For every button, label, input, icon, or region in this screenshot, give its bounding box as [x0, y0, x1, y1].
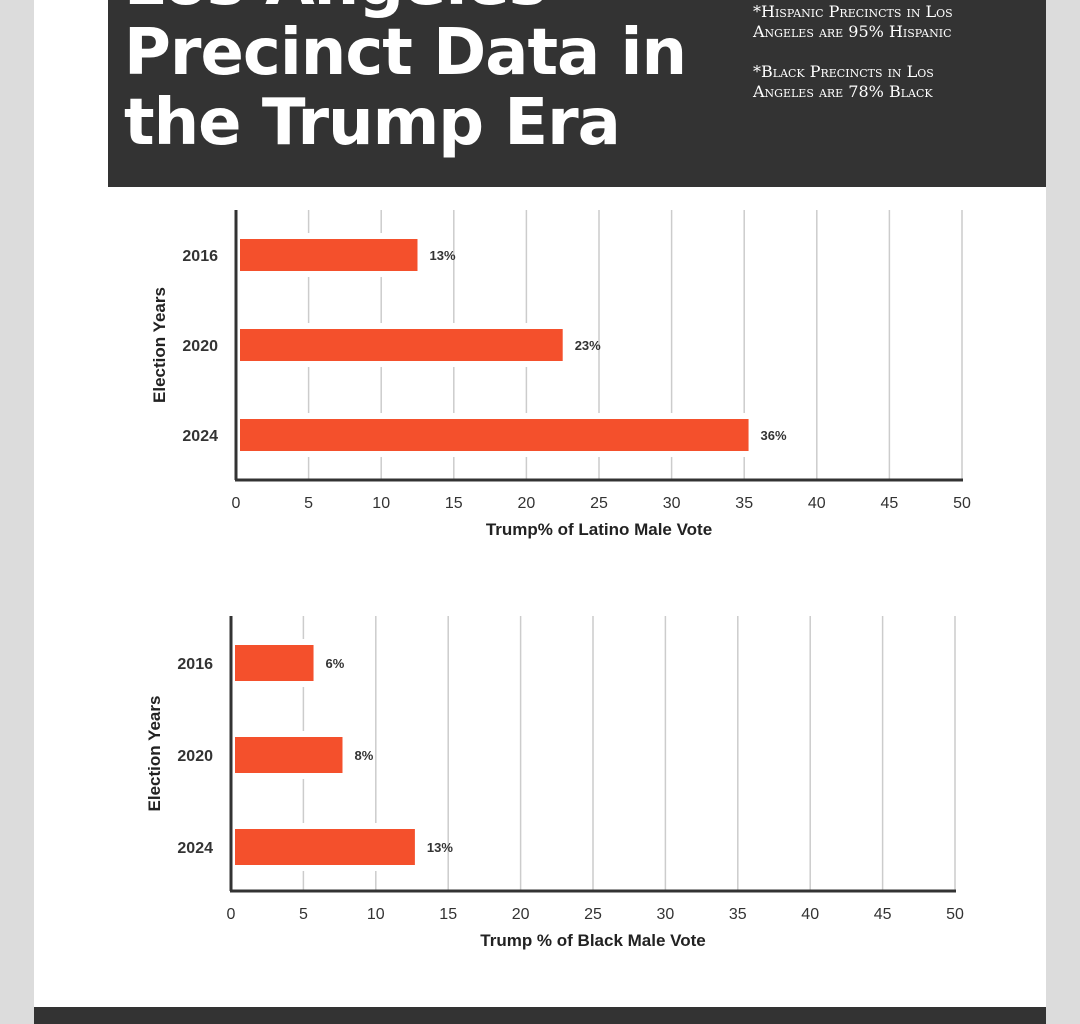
bar — [235, 829, 415, 865]
y-tick-label: 2020 — [177, 748, 213, 765]
note-black: *Black Precincts in Los Angeles are 78% … — [753, 62, 934, 101]
x-tick-label: 15 — [439, 906, 457, 923]
footer-bar — [34, 1007, 1046, 1024]
page-title: Los Angeles Precinct Data in the Trump E… — [124, 0, 687, 160]
x-axis-title: Trump% of Latino Male Vote — [486, 520, 712, 539]
x-tick-label: 40 — [808, 495, 826, 512]
note-hispanic: *Hispanic Precincts in Los Angeles are 9… — [753, 2, 953, 41]
bar — [235, 737, 343, 773]
y-axis-title: Election Years — [145, 696, 164, 812]
y-axis-title: Election Years — [150, 287, 169, 403]
bar — [235, 645, 314, 681]
x-tick-label: 5 — [299, 906, 308, 923]
x-tick-label: 10 — [367, 906, 385, 923]
data-label: 36% — [761, 428, 787, 443]
title-line: Los Angeles — [124, 0, 686, 18]
data-label: 23% — [575, 338, 601, 353]
y-tick-label: 2016 — [177, 656, 213, 673]
y-tick-label: 2024 — [182, 428, 218, 445]
x-tick-label: 45 — [881, 495, 899, 512]
y-tick-label: 2016 — [182, 248, 218, 265]
x-tick-label: 30 — [663, 495, 681, 512]
data-label: 8% — [354, 748, 373, 763]
x-tick-label: 20 — [512, 906, 530, 923]
x-tick-label: 35 — [735, 495, 753, 512]
x-tick-label: 25 — [590, 495, 608, 512]
x-tick-label: 0 — [232, 495, 241, 512]
data-label: 13% — [430, 248, 456, 263]
x-tick-label: 5 — [304, 495, 313, 512]
x-axis-title: Trump % of Black Male Vote — [480, 931, 705, 950]
black-vote-chart: 0 5 10 15 20 25 30 35 40 45 50 6% 2016 8% 2020 13% 2024 T… — [145, 616, 964, 950]
bar — [240, 419, 749, 451]
y-tick-label: 2020 — [182, 338, 218, 355]
bar — [240, 239, 418, 271]
x-tick-label: 25 — [584, 906, 602, 923]
x-tick-label: 45 — [874, 906, 892, 923]
data-label: 13% — [427, 840, 453, 855]
x-tick-label: 15 — [445, 495, 463, 512]
x-tick-label: 30 — [657, 906, 675, 923]
header-banner: Los Angeles Precinct Data in the Trump E… — [108, 0, 1046, 187]
x-tick-label: 20 — [518, 495, 536, 512]
x-tick-label: 40 — [801, 906, 819, 923]
title-line: Precinct Data in — [124, 16, 687, 90]
data-label: 6% — [326, 656, 345, 671]
latino-vote-chart: 0 5 10 15 20 25 30 35 40 45 50 13% 2016 23% 2020 36% 202… — [150, 210, 971, 539]
x-tick-label: 50 — [953, 495, 971, 512]
title-line: the Trump Era — [124, 86, 621, 160]
x-tick-label: 50 — [946, 906, 964, 923]
x-tick-label: 0 — [227, 906, 236, 923]
notes: *Hispanic Precincts in Los Angeles are 9… — [753, 2, 953, 122]
x-tick-label: 35 — [729, 906, 747, 923]
y-tick-label: 2024 — [177, 840, 213, 857]
bar — [240, 329, 563, 361]
x-tick-label: 10 — [372, 495, 390, 512]
